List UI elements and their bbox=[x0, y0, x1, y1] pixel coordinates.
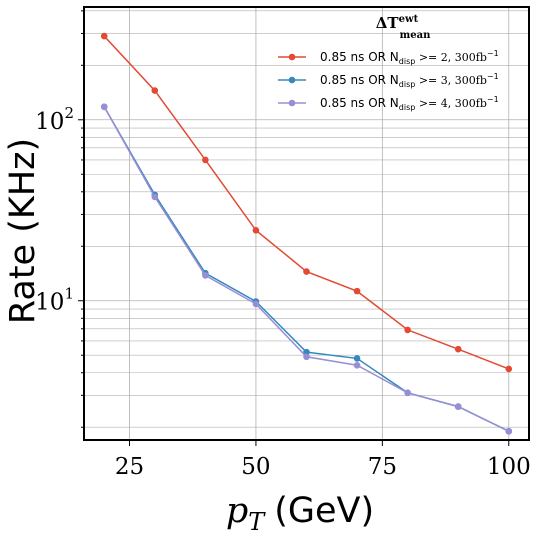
data-point bbox=[303, 348, 310, 356]
y-tick-label: 102 bbox=[35, 104, 74, 135]
data-point bbox=[151, 87, 159, 94]
data-point bbox=[100, 103, 108, 111]
data-point bbox=[353, 355, 361, 362]
data-point bbox=[202, 156, 209, 164]
legend-title-sub: mean bbox=[400, 30, 431, 41]
legend-title-sup: ewt bbox=[399, 14, 419, 25]
data-point bbox=[454, 403, 462, 410]
y-tick-label: 101 bbox=[35, 285, 74, 316]
legend-label-sub: disp bbox=[399, 80, 416, 89]
x-axis-label-var: p bbox=[226, 491, 248, 531]
data-point bbox=[202, 272, 209, 279]
series-3 bbox=[100, 103, 513, 435]
data-point bbox=[151, 193, 159, 201]
legend-label-sup: −1 bbox=[487, 72, 499, 81]
x-tick-label: 100 bbox=[487, 454, 531, 480]
series-1 bbox=[100, 32, 513, 373]
series-layer bbox=[100, 32, 513, 435]
data-point bbox=[303, 353, 310, 361]
x-axis-label-sub: T bbox=[248, 508, 266, 536]
data-point bbox=[454, 345, 462, 353]
legend-label-prefix: 0.85 ns OR N bbox=[320, 73, 399, 87]
x-tick-label: 75 bbox=[368, 454, 397, 480]
data-point bbox=[252, 300, 260, 308]
legend-label-suffix: >= 2, 300fb bbox=[415, 51, 487, 64]
legend-title: ΔTewt bbox=[376, 14, 419, 32]
data-point bbox=[404, 326, 411, 334]
data-point bbox=[252, 227, 260, 234]
y-axis-label: Rate (KHz) bbox=[3, 138, 43, 324]
legend-label-prefix: 0.85 ns OR N bbox=[320, 50, 399, 64]
legend-label-suffix: >= 4, 300fb bbox=[415, 97, 487, 110]
legend-label-sup: −1 bbox=[487, 49, 499, 58]
y-tick-exponent: 2 bbox=[64, 104, 74, 122]
legend-label-sub: disp bbox=[399, 103, 416, 112]
x-tick-label: 25 bbox=[115, 454, 144, 480]
data-point bbox=[100, 32, 108, 40]
data-point bbox=[303, 268, 310, 275]
plot-frame bbox=[83, 6, 530, 441]
legend-title-main: ΔT bbox=[376, 14, 400, 32]
y-tick-base: 10 bbox=[35, 109, 64, 135]
data-point bbox=[505, 365, 513, 373]
legend-label-sup: −1 bbox=[487, 95, 499, 104]
data-point bbox=[353, 287, 361, 295]
legend-entry: 0.85 ns OR Ndisp >= 4, 300fb−1 bbox=[320, 95, 499, 112]
x-tick-label: 50 bbox=[241, 454, 270, 480]
data-point bbox=[404, 389, 411, 397]
legend-label-suffix: >= 3, 300fb bbox=[415, 74, 487, 87]
legend-entry: 0.85 ns OR Ndisp >= 3, 300fb−1 bbox=[320, 72, 499, 89]
y-tick-base: 10 bbox=[35, 290, 64, 316]
y-tick-exponent: 1 bbox=[64, 285, 74, 303]
legend-label-prefix: 0.85 ns OR N bbox=[320, 96, 399, 110]
data-point bbox=[505, 427, 513, 435]
x-axis-label-unit: (GeV) bbox=[274, 491, 374, 531]
legend-entry: 0.85 ns OR Ndisp >= 2, 300fb−1 bbox=[320, 49, 499, 66]
x-axis-label: pT (GeV) bbox=[226, 491, 374, 536]
legend-label-sub: disp bbox=[399, 57, 416, 66]
legend-marker bbox=[288, 76, 296, 84]
grid bbox=[84, 7, 529, 440]
data-point bbox=[353, 361, 361, 369]
legend-marker bbox=[288, 53, 296, 61]
legend-marker bbox=[288, 99, 296, 107]
